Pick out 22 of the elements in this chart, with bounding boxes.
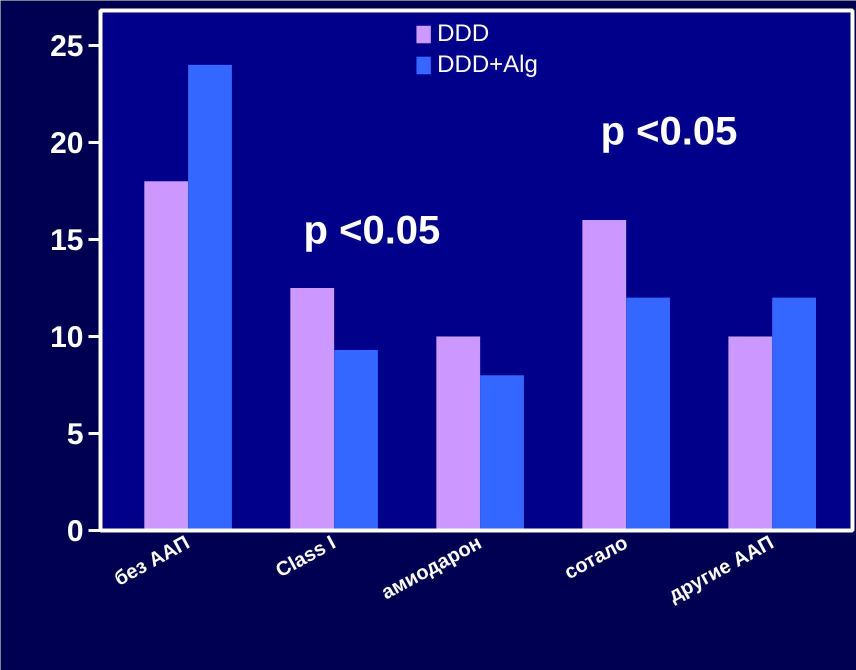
y-tick-label: 15: [50, 224, 84, 257]
legend-label: DDD: [437, 20, 490, 48]
y-tick-label: 5: [66, 418, 84, 451]
bar: [728, 336, 772, 530]
bar: [626, 298, 670, 530]
legend-label: DDD+Alg: [437, 51, 538, 79]
bar: [480, 375, 524, 530]
annotation: p <0.05: [600, 110, 738, 154]
bar: [188, 64, 232, 530]
y-tick-label: 20: [50, 126, 84, 160]
bar: [436, 336, 480, 530]
bar: [582, 220, 626, 530]
bar: [144, 181, 188, 530]
y-tick-label: 0: [66, 515, 84, 548]
bar: [334, 350, 378, 530]
bar: [772, 298, 816, 530]
y-tick-label: 10: [50, 320, 84, 354]
x-tick-label: без ААП: [110, 532, 194, 590]
y-tick-label: 25: [50, 30, 84, 63]
x-tick-label: Class I: [272, 532, 340, 582]
bar: [290, 288, 334, 530]
annotation: p <0.05: [304, 208, 440, 252]
